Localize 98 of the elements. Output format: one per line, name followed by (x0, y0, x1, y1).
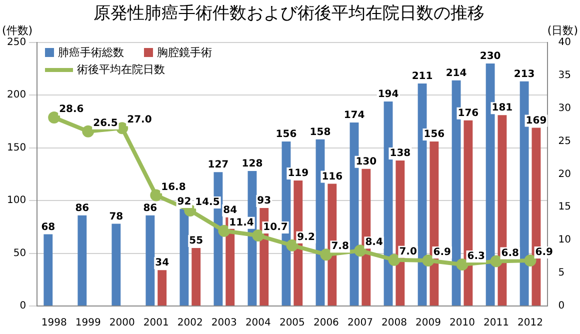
y-axis-title: (件数) (2, 24, 33, 37)
data-label: 78 (109, 211, 124, 222)
data-label: 7.0 (399, 246, 417, 258)
data-label: 169 (526, 115, 547, 126)
data-label: 127 (208, 160, 229, 171)
y2-tick-label: 25 (558, 136, 572, 147)
bar (44, 234, 53, 306)
data-label: 11.4 (229, 217, 254, 228)
data-label: 158 (310, 127, 331, 138)
bar (112, 224, 121, 306)
data-label: 6.3 (467, 251, 485, 262)
y2-tick-label: 20 (558, 168, 572, 180)
bar (192, 248, 201, 306)
bar (146, 215, 155, 306)
bar (158, 270, 167, 306)
y2-tick-label: 5 (558, 268, 565, 279)
x-tick-label: 2010 (450, 318, 475, 329)
y-tick-label: 250 (6, 36, 26, 48)
data-label: 230 (480, 51, 501, 62)
x-tick-label: 2012 (518, 318, 543, 329)
data-label: 92 (177, 196, 192, 208)
data-label: 14.5 (195, 197, 220, 208)
x-tick-label: 2007 (347, 318, 373, 329)
data-label: 93 (257, 196, 272, 207)
data-label: 26.5 (93, 118, 118, 129)
y2-tick-label: 35 (558, 70, 572, 81)
x-tick-label: 2000 (109, 318, 135, 329)
point (422, 254, 434, 267)
y2-tick-label: 15 (558, 202, 572, 213)
data-label: 84 (223, 205, 238, 216)
data-label: 86 (75, 202, 90, 214)
data-label: 181 (492, 102, 513, 114)
point (524, 254, 536, 267)
data-label: 27.0 (127, 114, 152, 126)
data-label: 156 (424, 129, 445, 140)
point (286, 239, 298, 252)
x-tick-label: 2002 (177, 318, 203, 329)
data-label: 10.7 (263, 222, 288, 234)
data-label: 68 (41, 222, 56, 233)
x-tick-label: 2005 (279, 318, 305, 329)
x-tick-label: 2004 (245, 318, 271, 329)
data-label: 128 (242, 158, 263, 170)
point (456, 258, 468, 270)
point (354, 244, 366, 257)
y-tick-label: 100 (6, 195, 26, 206)
x-tick-label: 1999 (75, 318, 101, 329)
point (150, 189, 162, 202)
data-label: 211 (412, 71, 433, 82)
y-tick-label: 200 (6, 90, 26, 101)
data-label: 156 (276, 129, 297, 140)
data-label: 214 (446, 68, 467, 79)
data-label: 174 (344, 110, 365, 122)
data-label: 213 (514, 69, 535, 80)
point (218, 224, 230, 237)
y2-tick-label: 40 (558, 36, 572, 48)
data-label: 16.8 (161, 182, 186, 193)
data-label: 7.8 (331, 241, 349, 252)
legend-label: 術後平均在院日数 (77, 62, 166, 78)
bar (78, 215, 87, 306)
data-label: 194 (378, 89, 399, 100)
data-label: 176 (458, 108, 479, 120)
data-label: 119 (288, 168, 309, 180)
data-label: 34 (155, 258, 170, 269)
data-label: 6.8 (501, 248, 520, 259)
data-label: 116 (322, 171, 343, 182)
y2-tick-label: 30 (558, 102, 572, 114)
point (320, 248, 332, 261)
x-tick-label: 2003 (211, 318, 237, 329)
data-label: 130 (356, 156, 377, 168)
y2-tick-label: 10 (558, 234, 572, 246)
data-label: 8.4 (365, 237, 383, 248)
legend-label: 胸腔鏡手術 (157, 45, 212, 60)
y2-tick-label: 0 (558, 300, 565, 312)
point (48, 112, 60, 124)
y2-axis-title: (日数) (547, 24, 578, 37)
point (388, 254, 400, 266)
data-label: 138 (390, 148, 411, 160)
x-tick-label: 2009 (416, 318, 441, 329)
y-tick-label: 50 (13, 248, 26, 259)
y-tick-label: 150 (6, 142, 26, 154)
data-label: 6.9 (433, 247, 451, 258)
point (490, 255, 502, 268)
x-tick-label: 1998 (41, 318, 67, 329)
point (252, 229, 264, 242)
x-tick-label: 2006 (313, 318, 339, 329)
data-label: 55 (189, 236, 204, 247)
x-tick-label: 2001 (143, 318, 169, 329)
point (82, 125, 94, 138)
legend-label: 肺癌手術総数 (58, 45, 124, 60)
x-tick-label: 2008 (381, 318, 407, 329)
data-label: 86 (143, 202, 158, 214)
chart-title: 原発性肺癌手術件数および術後平均在院日数の推移 (94, 4, 484, 24)
data-label: 6.9 (535, 247, 554, 258)
data-label: 9.2 (297, 232, 315, 243)
y-tick-label: 0 (20, 300, 26, 312)
data-label: 28.6 (59, 104, 84, 116)
x-tick-label: 2011 (484, 318, 509, 329)
point (116, 122, 128, 134)
